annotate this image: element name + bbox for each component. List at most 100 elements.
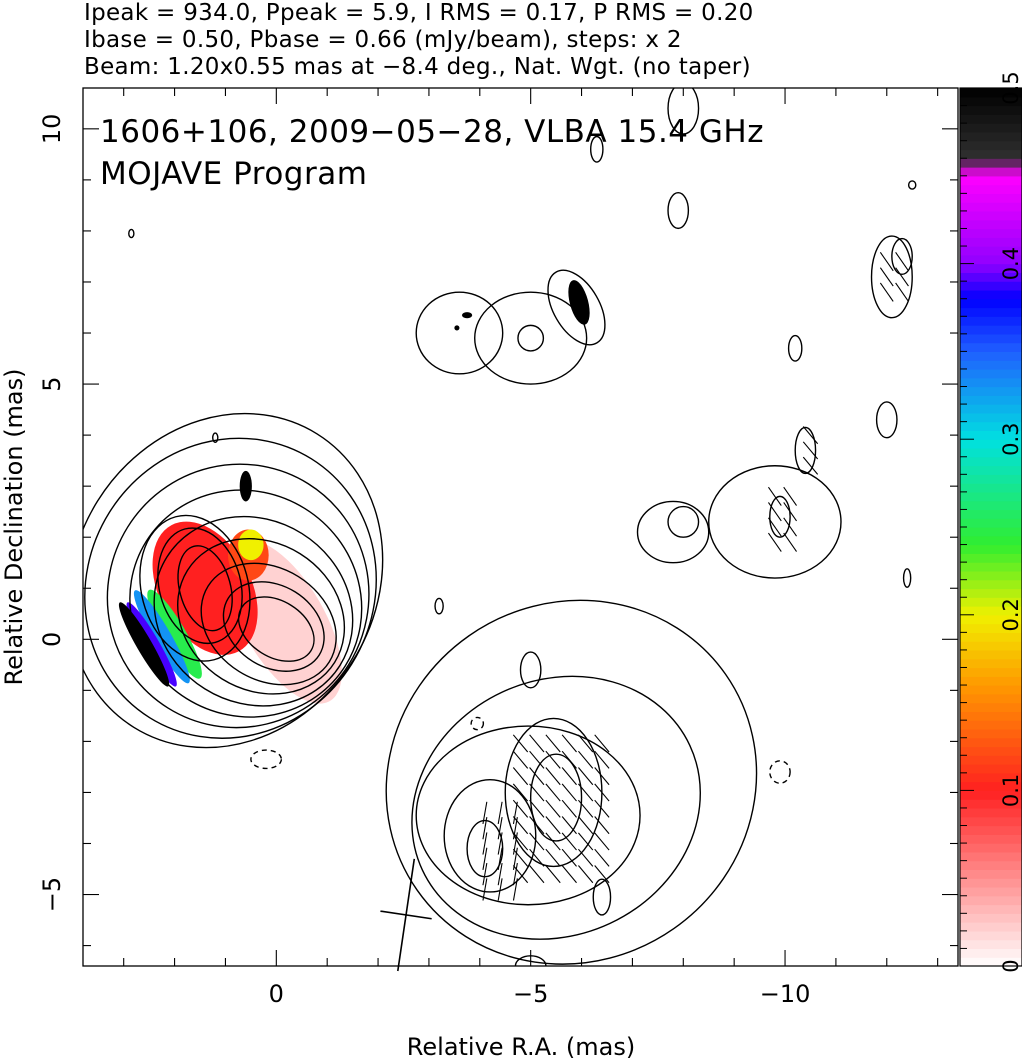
diffuse-contour — [128, 228, 135, 239]
x-axis-label: Relative R.A. (mas) — [407, 1033, 635, 1061]
colorbar-tick-label: 0.2 — [999, 598, 1022, 631]
colorbar-band — [960, 658, 1022, 669]
core-contour — [106, 463, 370, 729]
evpa-vector — [578, 767, 594, 786]
colorbar-band — [960, 131, 1022, 142]
colorbar-band — [960, 465, 1022, 475]
evpa-vector — [529, 799, 545, 818]
colorbar-band — [960, 746, 1022, 756]
evpa-vector — [561, 816, 577, 835]
colorbar-tick-label: 0 — [999, 959, 1022, 972]
diffuse-contour — [891, 237, 913, 276]
colorbar-band — [960, 483, 1022, 493]
colorbar-band — [960, 447, 1022, 458]
evpa-vector — [879, 282, 894, 302]
evpa-vector — [529, 767, 545, 786]
diffuse-contour — [902, 568, 912, 588]
colorbar — [959, 87, 1022, 967]
beam-symbol — [380, 858, 432, 972]
colorbar-band — [960, 895, 1022, 906]
y-tick-label: 10 — [38, 114, 66, 145]
evpa-vector — [578, 750, 594, 769]
colorbar-band — [960, 676, 1022, 686]
colorbar-band — [960, 579, 1022, 590]
colorbar-band — [960, 869, 1022, 879]
colorbar-gradient — [960, 88, 1022, 967]
jet-knot-contour — [385, 599, 758, 965]
y-tick-label: 0 — [38, 632, 66, 647]
core-contour — [139, 514, 251, 662]
evpa-vector — [512, 816, 529, 835]
evpa-vector — [594, 848, 610, 867]
negative-contour — [250, 749, 283, 770]
polarization-vectors — [482, 252, 909, 901]
evpa-vector — [578, 848, 594, 867]
evpa-vector — [895, 252, 909, 272]
colorbar-ticks — [960, 87, 974, 967]
evpa-vector — [482, 847, 488, 870]
colorbar-band — [960, 597, 1022, 607]
colorbar-band — [960, 263, 1022, 273]
colorbar-band — [960, 202, 1022, 212]
colorbar-band — [960, 614, 1022, 625]
evpa-vector — [497, 847, 503, 870]
evpa-vector — [561, 750, 577, 769]
diffuse-contour — [474, 291, 588, 385]
colorbar-band — [960, 816, 1022, 827]
core-contour — [83, 412, 384, 749]
evpa-vector — [561, 734, 577, 753]
colorbar-band — [960, 632, 1022, 642]
evpa-vector — [545, 865, 561, 884]
colorbar-band — [960, 693, 1022, 704]
diffuse-contour — [787, 334, 803, 362]
diffuse-contour — [517, 324, 545, 352]
colorbar-band — [960, 772, 1022, 783]
pol-fraction-patch — [238, 529, 264, 561]
evpa-vector — [529, 783, 545, 802]
colorbar-band — [960, 544, 1022, 554]
evpa-vector — [482, 817, 488, 840]
evpa-vector — [545, 734, 561, 753]
negative-contour — [470, 716, 485, 731]
colorbar-band — [960, 685, 1022, 695]
colorbar-band — [960, 702, 1022, 712]
colorbar-band — [960, 843, 1022, 853]
y-axis-label: Relative Declination (mas) — [0, 368, 28, 685]
y-tick-label: −5 — [38, 877, 66, 912]
evpa-vector — [561, 848, 577, 867]
evpa-vector — [879, 267, 894, 287]
jet-knot-contour — [592, 878, 612, 916]
negative-contour — [769, 760, 791, 784]
evpa-vector — [879, 252, 894, 272]
evpa-vector — [783, 502, 797, 522]
colorbar-band — [960, 184, 1022, 194]
colorbar-tick-label: 0.4 — [999, 247, 1022, 280]
colorbar-band — [960, 175, 1022, 186]
diffuse-contour — [870, 235, 913, 319]
evpa-vector — [895, 282, 909, 302]
header-peak-line: Ipeak = 934.0, Ppeak = 5.9, I RMS = 0.17… — [84, 0, 754, 26]
x-tick-label: −5 — [513, 980, 548, 1008]
diffuse-contour — [212, 432, 219, 443]
colorbar-band — [960, 904, 1022, 914]
colorbar-band — [960, 316, 1022, 326]
core-contour — [177, 545, 233, 632]
evpa-vector — [578, 799, 594, 818]
evpa-vector — [497, 832, 503, 855]
colorbar-band — [960, 878, 1022, 888]
evpa-vector — [594, 734, 610, 753]
colorbar-band — [960, 360, 1022, 370]
jet-knot-contour — [443, 778, 537, 893]
colorbar-band — [960, 667, 1022, 677]
colorbar-band — [960, 298, 1022, 309]
evpa-vector — [783, 486, 797, 506]
colorbar-tick-label: 0.3 — [999, 422, 1022, 455]
colorbar-band — [960, 570, 1022, 581]
evpa-vector — [529, 734, 545, 753]
diffuse-contour — [708, 465, 842, 579]
evpa-vector — [529, 848, 545, 867]
colorbar-band — [960, 114, 1022, 124]
colorbar-band — [960, 351, 1022, 361]
colorbar-band — [960, 219, 1022, 230]
diffuse-contour — [875, 401, 898, 439]
